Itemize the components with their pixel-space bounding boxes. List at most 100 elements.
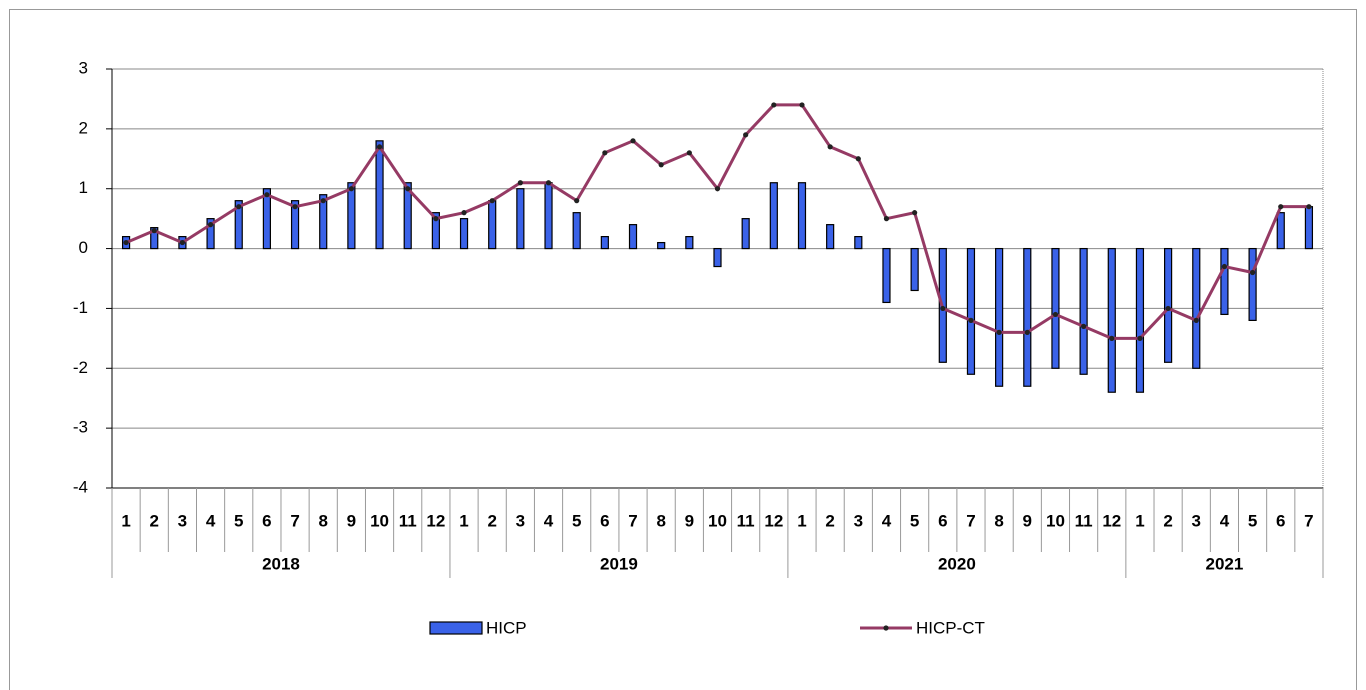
x-tick-label: 8 bbox=[994, 511, 1003, 530]
marker bbox=[940, 305, 946, 312]
marker bbox=[1052, 311, 1059, 318]
marker bbox=[376, 144, 383, 150]
bar bbox=[1220, 247, 1229, 316]
marker bbox=[912, 210, 918, 216]
bar bbox=[910, 247, 919, 292]
bar bbox=[600, 236, 609, 250]
x-tick-label: 5 bbox=[1248, 511, 1257, 530]
marker bbox=[517, 180, 523, 186]
y-tick-label: 3 bbox=[79, 58, 88, 77]
bar bbox=[741, 218, 750, 250]
bar bbox=[347, 182, 356, 250]
x-tick-label: 1 bbox=[797, 511, 806, 530]
x-tick-label: 8 bbox=[318, 511, 327, 530]
x-tick-label: 2 bbox=[487, 511, 496, 530]
marker bbox=[602, 150, 608, 156]
marker bbox=[574, 198, 580, 204]
x-tick-label: 10 bbox=[1046, 511, 1065, 530]
marker bbox=[827, 144, 833, 150]
x-tick-label: 12 bbox=[764, 511, 783, 530]
bar bbox=[1079, 247, 1088, 375]
group-label: 2020 bbox=[938, 554, 976, 573]
bar bbox=[713, 247, 722, 268]
bar bbox=[1107, 247, 1116, 393]
bar bbox=[544, 182, 553, 250]
x-tick-label: 9 bbox=[347, 511, 356, 530]
x-tick-label: 11 bbox=[1075, 511, 1093, 530]
marker bbox=[1193, 317, 1199, 323]
x-tick-label: 4 bbox=[882, 511, 892, 530]
x-tick-label: 4 bbox=[1220, 511, 1230, 530]
bar bbox=[995, 247, 1004, 387]
marker bbox=[405, 186, 411, 192]
bar bbox=[488, 200, 497, 250]
marker bbox=[883, 216, 890, 222]
marker bbox=[1249, 269, 1256, 276]
x-tick-label: 4 bbox=[544, 511, 554, 530]
x-tick-label: 5 bbox=[572, 511, 581, 530]
bar bbox=[1276, 212, 1285, 250]
marker bbox=[545, 180, 552, 186]
legend-swatch bbox=[429, 621, 483, 635]
bar bbox=[290, 200, 300, 250]
bar bbox=[1192, 247, 1201, 369]
x-tick-label: 6 bbox=[1276, 511, 1285, 530]
marker bbox=[1109, 335, 1115, 341]
group-label: 2021 bbox=[1206, 554, 1244, 573]
bar bbox=[1023, 247, 1032, 387]
line bbox=[125, 103, 1309, 340]
bar bbox=[431, 212, 440, 250]
bar bbox=[769, 182, 778, 250]
x-tick-label: 1 bbox=[1135, 511, 1144, 530]
marker bbox=[151, 228, 157, 234]
marker bbox=[630, 138, 636, 144]
y-tick-label: 0 bbox=[79, 238, 88, 257]
bar bbox=[966, 247, 976, 375]
y-tick-label: -2 bbox=[73, 358, 88, 377]
marker bbox=[799, 102, 805, 108]
x-tick-label: 10 bbox=[370, 511, 389, 530]
y-tick-label: 1 bbox=[79, 178, 88, 197]
x-tick-label: 5 bbox=[234, 511, 243, 530]
bar bbox=[572, 212, 581, 250]
bar bbox=[262, 188, 271, 250]
x-tick-label: 12 bbox=[426, 511, 445, 530]
marker bbox=[996, 329, 1002, 335]
x-tick-label: 6 bbox=[600, 511, 609, 530]
x-tick-label: 3 bbox=[854, 511, 863, 530]
x-tick-label: 7 bbox=[628, 511, 637, 530]
x-tick-label: 7 bbox=[290, 511, 299, 530]
marker bbox=[1221, 263, 1228, 270]
marker bbox=[461, 210, 467, 216]
bar bbox=[1051, 247, 1060, 369]
bar bbox=[628, 224, 638, 250]
marker bbox=[1137, 335, 1143, 341]
bar bbox=[319, 194, 328, 250]
x-tick-label: 3 bbox=[1192, 511, 1201, 530]
x-tick-label: 1 bbox=[459, 511, 468, 530]
marker bbox=[433, 216, 439, 222]
x-tick-label: 12 bbox=[1102, 511, 1121, 530]
marker bbox=[743, 132, 749, 138]
group-label: 2019 bbox=[600, 554, 638, 573]
marker bbox=[292, 204, 298, 210]
x-tick-label: 8 bbox=[656, 511, 665, 530]
x-tick-label: 6 bbox=[262, 511, 271, 530]
marker bbox=[714, 186, 721, 192]
x-tick-label: 5 bbox=[910, 511, 919, 530]
bar bbox=[516, 188, 525, 250]
marker bbox=[855, 156, 861, 162]
x-tick-label: 4 bbox=[206, 511, 216, 530]
x-tick-label: 9 bbox=[1023, 511, 1032, 530]
bar bbox=[459, 218, 469, 250]
marker bbox=[968, 317, 974, 323]
y-tick-label: -1 bbox=[73, 298, 88, 317]
bar bbox=[882, 247, 891, 304]
marker bbox=[1306, 204, 1312, 210]
x-tick-label: 11 bbox=[737, 511, 755, 530]
bar bbox=[1304, 206, 1314, 250]
group-label: 2018 bbox=[262, 554, 300, 573]
bar bbox=[1248, 247, 1257, 322]
marker bbox=[264, 192, 270, 198]
bar bbox=[854, 236, 863, 250]
